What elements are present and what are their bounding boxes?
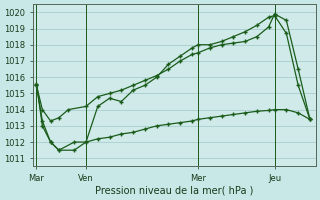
X-axis label: Pression niveau de la mer( hPa ): Pression niveau de la mer( hPa ) — [95, 186, 253, 196]
